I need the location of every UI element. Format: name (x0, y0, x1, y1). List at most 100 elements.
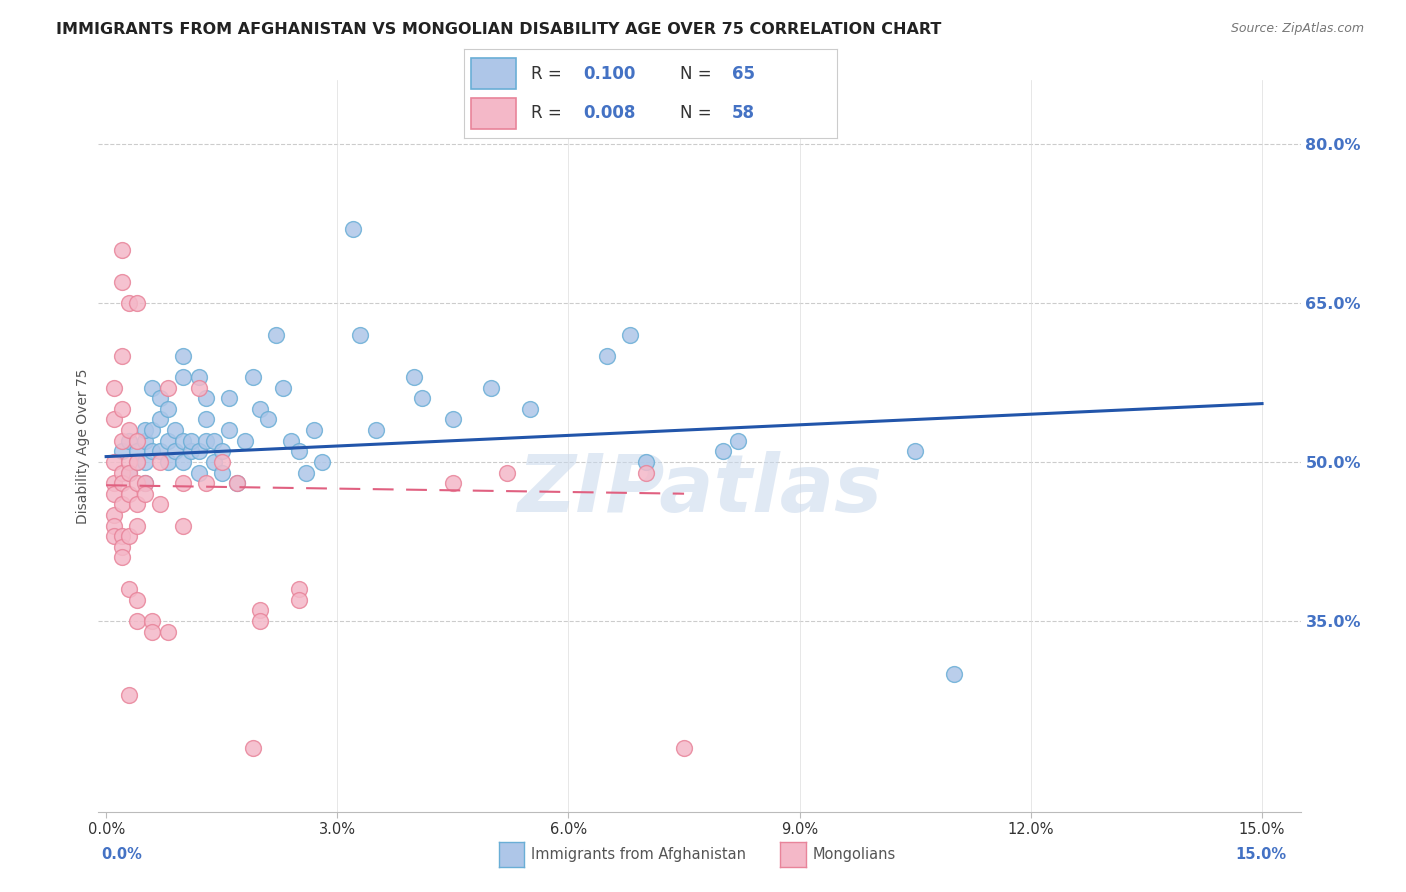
Point (165, 444, 187, 458)
Point (156, 624, 179, 639)
Point (226, 476, 249, 491)
Point (125, 518, 148, 533)
Point (118, 466, 141, 480)
Point (118, 486, 141, 500)
Point (125, 614, 148, 628)
Point (118, 582, 141, 596)
Point (673, 741, 696, 756)
Text: 0.008: 0.008 (583, 104, 636, 122)
Point (103, 508, 125, 522)
Point (264, 327, 287, 342)
Point (110, 444, 132, 458)
Point (134, 423, 156, 437)
Point (411, 392, 433, 406)
Point (404, 370, 426, 384)
Point (103, 529, 125, 543)
Point (141, 381, 163, 395)
Point (195, 434, 218, 448)
Bar (471, 98, 516, 129)
Point (118, 296, 141, 310)
Point (172, 434, 194, 448)
Point (165, 423, 187, 437)
Point (103, 476, 125, 491)
Point (634, 466, 657, 480)
Point (180, 434, 202, 448)
Point (125, 592, 148, 607)
Point (596, 349, 619, 363)
Point (195, 412, 218, 426)
Point (233, 434, 256, 448)
Text: 0.0%: 0.0% (101, 847, 142, 862)
Text: ZIPatlas: ZIPatlas (517, 450, 882, 529)
Point (110, 434, 132, 448)
Point (295, 466, 318, 480)
Point (441, 412, 464, 426)
Bar (471, 58, 516, 89)
Text: Mongolians: Mongolians (813, 847, 896, 862)
Point (141, 614, 163, 628)
Point (134, 455, 156, 469)
Text: Source: ZipAtlas.com: Source: ZipAtlas.com (1230, 22, 1364, 36)
Point (156, 455, 179, 469)
Point (495, 466, 517, 480)
Point (187, 444, 209, 458)
Point (342, 221, 364, 235)
Point (634, 455, 657, 469)
Point (110, 550, 132, 565)
Point (195, 476, 218, 491)
Point (226, 476, 249, 491)
Point (134, 434, 156, 448)
Point (156, 401, 179, 416)
Point (211, 466, 233, 480)
Text: 15.0%: 15.0% (1236, 847, 1286, 862)
Point (441, 476, 464, 491)
Point (242, 741, 264, 756)
Y-axis label: Disability Age Over 75: Disability Age Over 75 (76, 368, 90, 524)
Point (257, 412, 280, 426)
Point (727, 434, 749, 448)
Point (364, 423, 387, 437)
Text: 58: 58 (733, 104, 755, 122)
Point (134, 476, 156, 491)
Point (311, 455, 333, 469)
Point (218, 423, 240, 437)
Point (110, 466, 132, 480)
Point (249, 401, 271, 416)
Point (172, 476, 194, 491)
Text: R =: R = (531, 104, 567, 122)
Point (349, 327, 371, 342)
Point (942, 667, 965, 681)
Point (141, 624, 163, 639)
Point (202, 455, 225, 469)
Point (110, 476, 132, 491)
Point (211, 444, 233, 458)
Point (118, 466, 141, 480)
Point (273, 381, 295, 395)
Point (149, 392, 172, 406)
Point (156, 434, 179, 448)
Text: 65: 65 (733, 65, 755, 83)
Point (134, 486, 156, 500)
Point (125, 497, 148, 511)
Point (711, 444, 734, 458)
Point (110, 349, 132, 363)
Point (110, 401, 132, 416)
Point (288, 592, 311, 607)
Point (187, 466, 209, 480)
Point (187, 370, 209, 384)
Point (172, 349, 194, 363)
Point (172, 370, 194, 384)
Point (110, 275, 132, 289)
Point (288, 582, 311, 596)
Point (141, 444, 163, 458)
Point (103, 412, 125, 426)
Text: N =: N = (681, 104, 717, 122)
Point (125, 444, 148, 458)
Text: R =: R = (531, 65, 567, 83)
Point (904, 444, 927, 458)
Point (149, 444, 172, 458)
Text: IMMIGRANTS FROM AFGHANISTAN VS MONGOLIAN DISABILITY AGE OVER 75 CORRELATION CHAR: IMMIGRANTS FROM AFGHANISTAN VS MONGOLIAN… (56, 22, 942, 37)
Point (202, 434, 225, 448)
Point (481, 381, 503, 395)
Point (134, 476, 156, 491)
